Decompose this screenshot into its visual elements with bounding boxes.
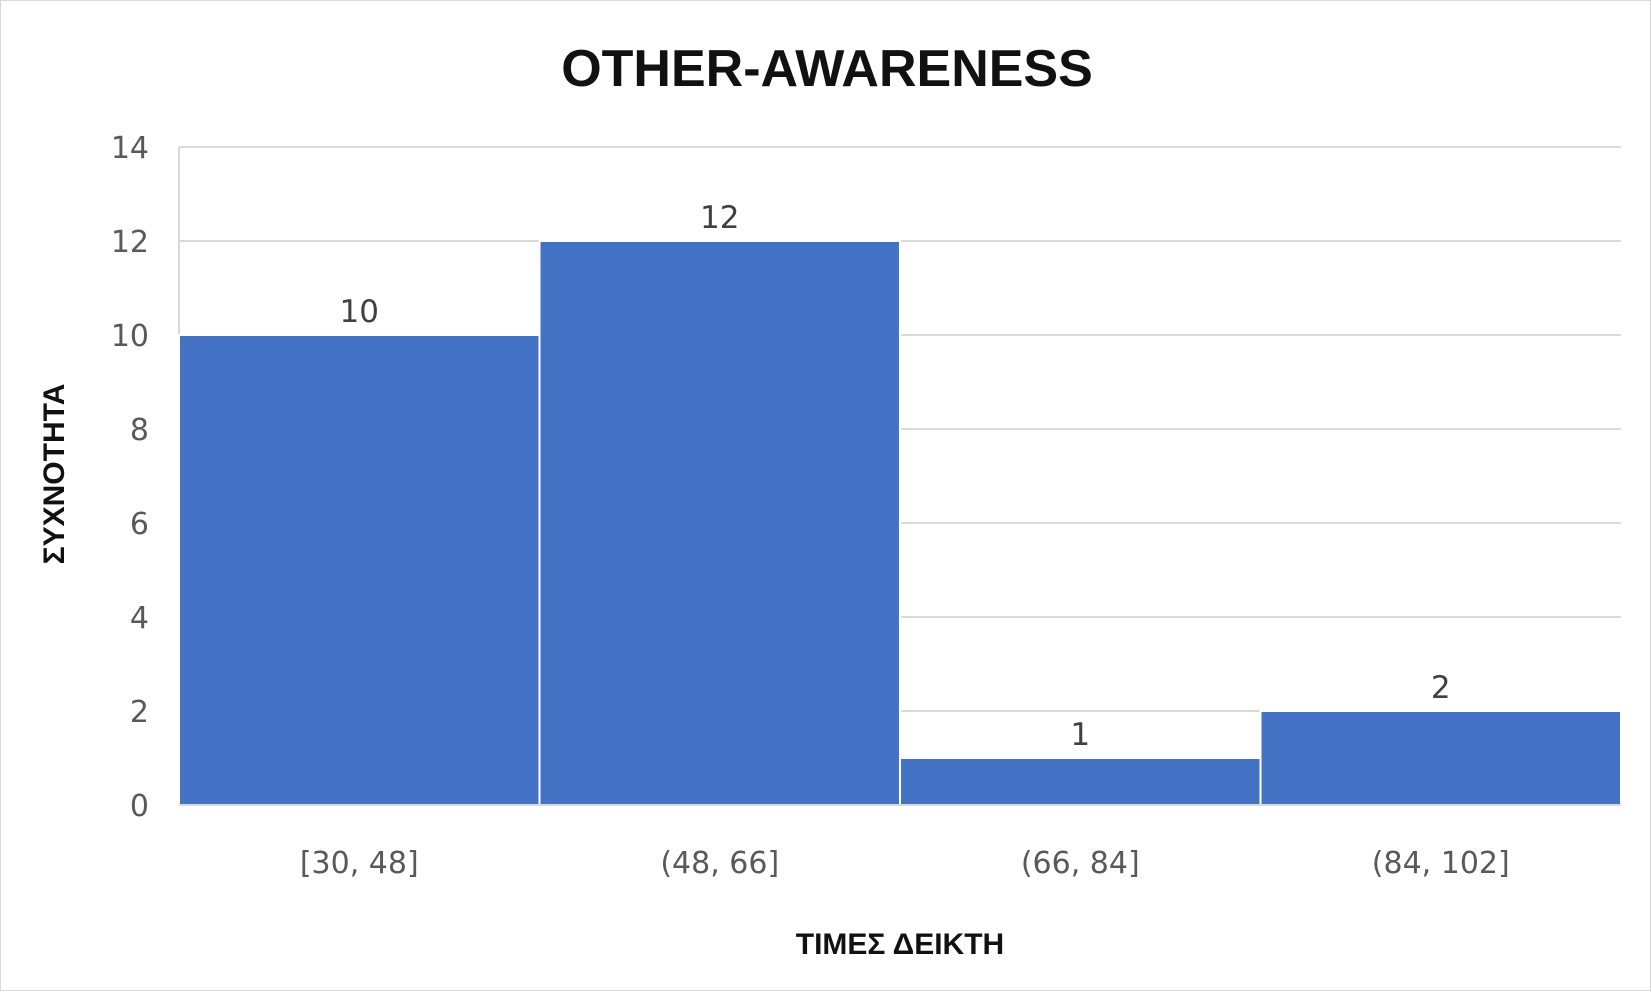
y-axis-ticks: 0 2 4 6 8 10 12 14 [111,131,149,824]
x-tick-label: (66, 84] [1021,846,1140,881]
x-axis-ticks: [30, 48] (48, 66] (66, 84] (84, 102] [300,846,1510,881]
data-label: 1 [1070,717,1090,753]
y-tick-label: 6 [130,507,149,542]
bar [1259,710,1622,806]
y-axis-title: ΣΥΧΝΟΤΗΤΑ [38,384,71,565]
y-tick-label: 12 [111,225,149,260]
chart-title: OTHER-AWARENESS [561,40,1093,98]
y-tick-label: 10 [111,319,149,354]
data-label: 12 [700,200,739,236]
y-tick-label: 8 [130,413,149,448]
x-tick-label: (48, 66] [660,846,779,881]
bar [899,757,1262,806]
x-tick-label: (84, 102] [1372,846,1510,881]
bar [178,334,541,806]
x-tick-label: [30, 48] [300,846,419,881]
y-tick-label: 2 [130,695,149,730]
bars [178,240,1622,806]
y-tick-label: 0 [130,789,149,824]
bar [538,240,901,806]
data-label: 10 [340,294,379,330]
x-axis-title: ΤΙΜΕΣ ΔΕΙΚΤΗ [796,928,1004,961]
y-tick-label: 14 [111,131,149,166]
y-tick-label: 4 [130,601,149,636]
data-label: 2 [1431,670,1451,706]
